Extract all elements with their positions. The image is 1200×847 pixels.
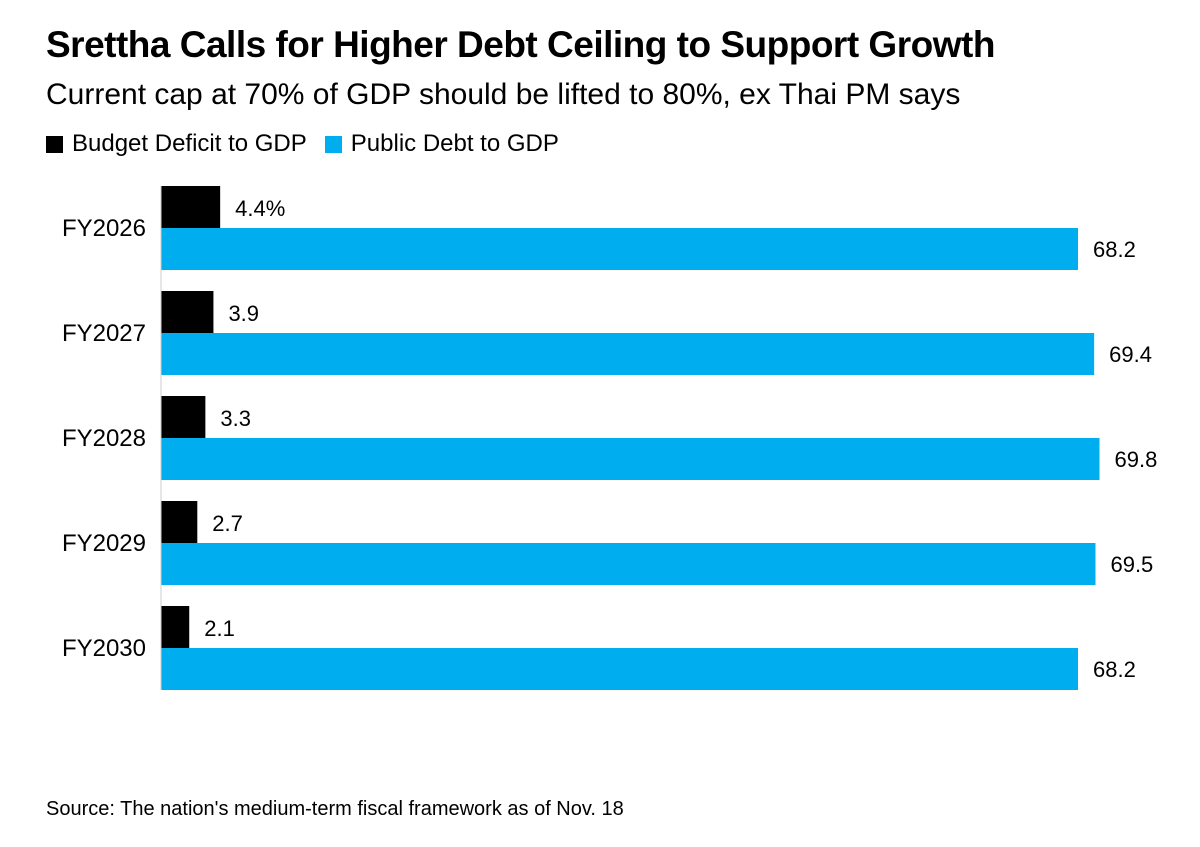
legend-swatch-budget-deficit <box>46 135 63 153</box>
chart-legend: Budget Deficit to GDP Public Debt to GDP <box>46 130 577 158</box>
legend-item-budget-deficit: Budget Deficit to GDP <box>46 130 307 158</box>
chart-title: Srettha Calls for Higher Debt Ceiling to… <box>46 24 995 65</box>
value-label-public-debt-fy2028: 69.8 <box>1115 447 1158 472</box>
bar-budget-deficit-fy2026 <box>161 186 221 228</box>
value-label-budget-deficit-fy2027: 3.9 <box>228 301 259 326</box>
value-label-budget-deficit-fy2026: 4.4% <box>235 196 285 221</box>
legend-swatch-public-debt <box>324 135 342 153</box>
bar-public-debt-fy2029 <box>161 543 1096 585</box>
category-label-fy2030: FY2030 <box>62 635 146 662</box>
bar-public-debt-fy2028 <box>161 438 1100 480</box>
category-label-fy2026: FY2026 <box>62 215 146 242</box>
value-label-public-debt-fy2027: 69.4 <box>1109 342 1152 367</box>
bar-public-debt-fy2026 <box>161 228 1078 270</box>
bar-budget-deficit-fy2029 <box>161 501 198 543</box>
bar-public-debt-fy2030 <box>161 648 1078 690</box>
value-label-public-debt-fy2029: 69.5 <box>1110 552 1153 577</box>
value-label-budget-deficit-fy2028: 3.3 <box>220 406 251 431</box>
bar-public-debt-fy2027 <box>161 333 1095 375</box>
category-label-fy2028: FY2028 <box>62 425 146 452</box>
value-label-budget-deficit-fy2030: 2.1 <box>204 616 235 641</box>
bar-budget-deficit-fy2030 <box>161 606 190 648</box>
legend-label-public-debt: Public Debt to GDP <box>350 130 559 157</box>
value-label-public-debt-fy2030: 68.2 <box>1093 657 1136 682</box>
bar-budget-deficit-fy2028 <box>161 396 206 438</box>
bar-budget-deficit-fy2027 <box>161 291 214 333</box>
value-label-public-debt-fy2026: 68.2 <box>1093 237 1136 262</box>
source-note: Source: The nation's medium-term fiscal … <box>46 798 624 820</box>
value-label-budget-deficit-fy2029: 2.7 <box>212 511 243 536</box>
chart-subtitle: Current cap at 70% of GDP should be lift… <box>46 78 961 111</box>
legend-item-public-debt: Public Debt to GDP <box>324 130 559 158</box>
category-label-fy2027: FY2027 <box>62 320 146 347</box>
legend-label-budget-deficit: Budget Deficit to GDP <box>72 130 307 157</box>
category-label-fy2029: FY2029 <box>62 530 146 557</box>
